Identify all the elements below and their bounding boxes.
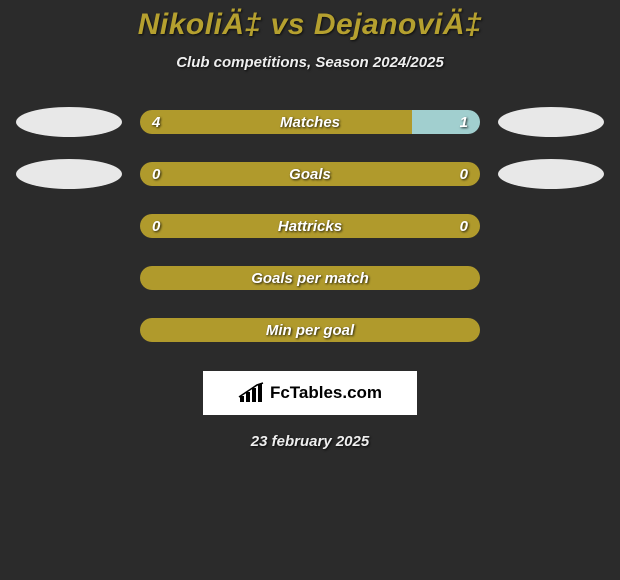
subtitle: Club competitions, Season 2024/2025 (0, 54, 620, 71)
badge-placeholder (498, 263, 604, 293)
stat-bar: Goals per match (140, 266, 480, 290)
stat-label: Hattricks (140, 214, 480, 238)
stat-label: Matches (140, 110, 480, 134)
comparison-card: NikoliÄ‡ vs DejanoviÄ‡ Club competitions… (0, 0, 620, 450)
bar-chart-icon (238, 382, 264, 404)
stat-row: Goals per match (0, 263, 620, 293)
player1-name: NikoliÄ‡ (138, 8, 262, 41)
stat-bar: Min per goal (140, 318, 480, 342)
player2-club-badge (498, 107, 604, 137)
stat-bar: 00Goals (140, 162, 480, 186)
player2-club-badge (498, 159, 604, 189)
stat-bar: 41Matches (140, 110, 480, 134)
stat-row: 00Hattricks (0, 211, 620, 241)
player1-club-badge (16, 159, 122, 189)
title: NikoliÄ‡ vs DejanoviÄ‡ (0, 8, 620, 42)
stat-label: Min per goal (140, 318, 480, 342)
vs-label: vs (271, 8, 305, 41)
stat-bar: 00Hattricks (140, 214, 480, 238)
stat-label: Goals (140, 162, 480, 186)
stat-label: Goals per match (140, 266, 480, 290)
stat-row: Min per goal (0, 315, 620, 345)
badge-placeholder (498, 211, 604, 241)
stat-row: 41Matches (0, 107, 620, 137)
stat-row: 00Goals (0, 159, 620, 189)
player1-club-badge (16, 107, 122, 137)
badge-placeholder (16, 263, 122, 293)
badge-placeholder (16, 211, 122, 241)
fctables-logo: FcTables.com (203, 371, 417, 415)
logo-wrap: FcTables.com (0, 371, 620, 415)
badge-placeholder (498, 315, 604, 345)
date-label: 23 february 2025 (0, 433, 620, 450)
stat-rows: 41Matches 00Goals 00Hattricks Goals per mat… (0, 107, 620, 345)
player2-name: DejanoviÄ‡ (314, 8, 482, 41)
logo-text: FcTables.com (270, 383, 382, 403)
badge-placeholder (16, 315, 122, 345)
